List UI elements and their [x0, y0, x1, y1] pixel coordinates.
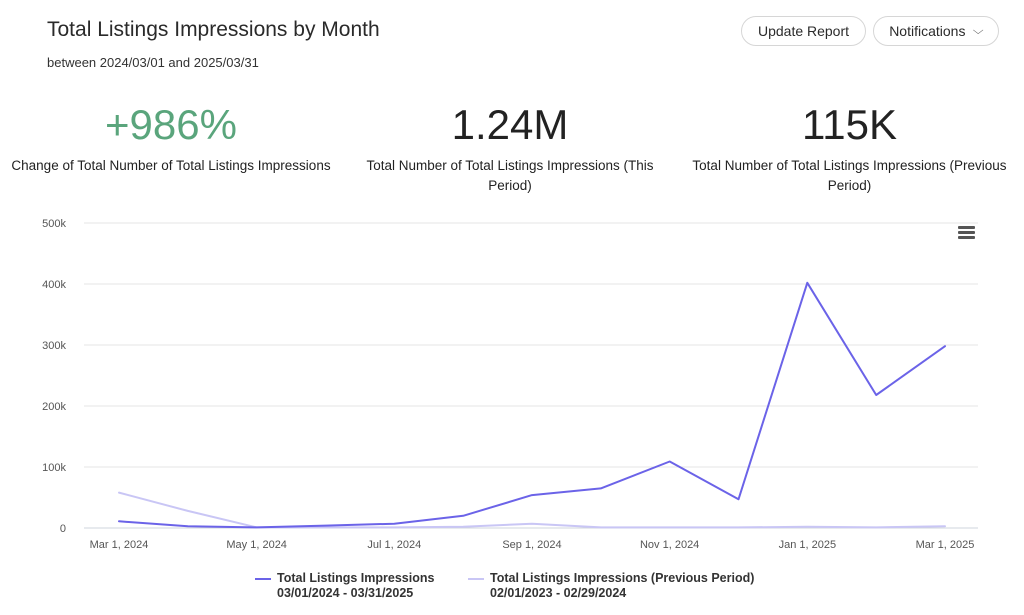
x-tick-label: Jan 1, 2025 [779, 539, 837, 551]
kpi-change-value: +986% [105, 101, 237, 148]
legend-range-current: 03/01/2024 - 03/31/2025 [277, 586, 414, 600]
kpi-this-period: 1.24M Total Number of Total Listings Imp… [355, 98, 665, 196]
y-tick-label: 200k [42, 401, 66, 413]
y-tick-label: 300k [42, 340, 66, 352]
kpi-previous-period: 115K Total Number of Total Listings Impr… [682, 98, 1017, 196]
update-report-button[interactable]: Update Report [741, 16, 866, 46]
notifications-dropdown[interactable]: Notifications ⌵ [873, 16, 999, 46]
chevron-down-icon: ⌵ [973, 24, 985, 37]
y-tick-label: 100k [42, 462, 66, 474]
line-chart: 0 100k 200k 300k 400k 500k Mar 1, 2024 May 1, 2… [42, 218, 978, 551]
legend-label-previous: Total Listings Impressions (Previous Per… [490, 571, 755, 585]
series-line-current [118, 281, 946, 529]
kpi-this-period-value: 1.24M [451, 101, 569, 148]
y-tick-label: 400k [42, 279, 66, 291]
kpi-this-period-label: Total Number of Total Listings Impressio… [366, 158, 654, 193]
kpi-change-label: Change of Total Number of Total Listings… [11, 158, 331, 173]
kpi-change: +986% Change of Total Number of Total Li… [0, 98, 342, 176]
legend-swatch-current [255, 578, 271, 580]
legend-range-previous: 02/01/2023 - 02/29/2024 [490, 586, 627, 600]
legend-item-previous[interactable]: Total Listings Impressions (Previous Per… [468, 571, 754, 601]
kpi-previous-period-label: Total Number of Total Listings Impressio… [692, 158, 1007, 193]
legend-label-current: Total Listings Impressions [277, 571, 435, 585]
x-tick-label: Mar 1, 2024 [90, 539, 149, 551]
x-tick-label: May 1, 2024 [226, 539, 287, 551]
legend-item-current[interactable]: Total Listings Impressions 03/01/2024 - … [255, 571, 434, 601]
y-tick-label: 0 [60, 523, 66, 535]
notifications-label: Notifications [889, 23, 966, 39]
x-tick-label: Mar 1, 2025 [916, 539, 975, 551]
x-tick-label: Nov 1, 2024 [640, 539, 699, 551]
update-report-label: Update Report [757, 23, 850, 39]
x-tick-label: Sep 1, 2024 [502, 539, 561, 551]
date-range-subtitle: between 2024/03/01 and 2025/03/31 [47, 55, 259, 70]
report-title: Total Listings Impressions by Month [47, 18, 380, 41]
x-tick-label: Jul 1, 2024 [367, 539, 421, 551]
kpi-previous-period-value: 115K [802, 101, 897, 148]
y-tick-label: 500k [42, 218, 66, 230]
chart-menu-icon[interactable] [958, 226, 975, 240]
legend-swatch-previous [468, 578, 484, 580]
